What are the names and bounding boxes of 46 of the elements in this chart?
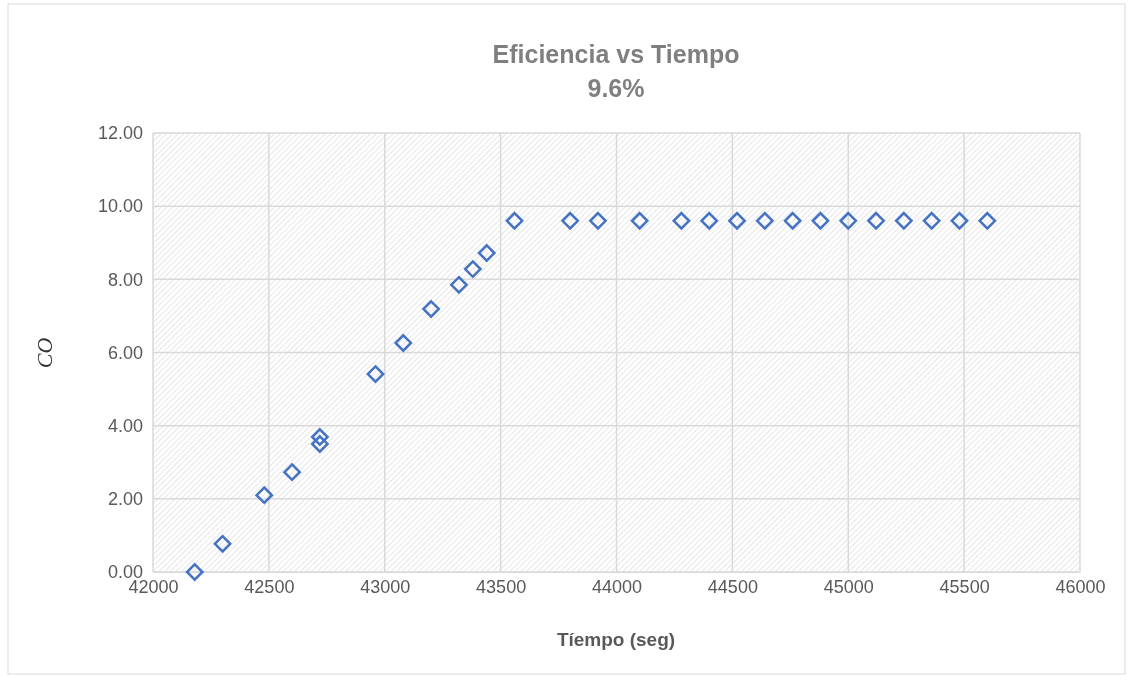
point — [589, 211, 607, 230]
point — [728, 211, 746, 230]
point — [839, 211, 858, 230]
point — [422, 300, 441, 318]
point — [950, 211, 969, 230]
y-axis-title: CO — [32, 337, 57, 369]
x-tick-label: 43500 — [476, 576, 527, 597]
point — [561, 211, 580, 230]
x-tick-label: 44000 — [591, 576, 643, 597]
x-tick-label: 45000 — [823, 576, 874, 597]
y-tick-label: 12.00 — [97, 123, 143, 144]
point — [811, 211, 830, 230]
point — [867, 211, 885, 230]
point — [700, 211, 719, 230]
y-tick-label: 8.00 — [107, 269, 143, 290]
y-tick-label: 4.00 — [107, 415, 143, 436]
point — [978, 211, 997, 230]
point — [755, 211, 774, 230]
point — [283, 463, 301, 482]
x-tick-label: 46000 — [1055, 576, 1106, 597]
point — [672, 211, 691, 230]
y-tick-label: 6.00 — [107, 342, 143, 363]
point — [449, 275, 468, 294]
point — [463, 260, 482, 279]
point — [505, 211, 524, 230]
point — [213, 534, 232, 553]
point — [366, 365, 385, 383]
point — [922, 211, 941, 230]
x-tick-label: 43000 — [360, 576, 411, 597]
chart-subtitle: 9.6% — [587, 74, 645, 102]
x-tick-label: 45500 — [939, 576, 990, 597]
y-tick-label: 10.00 — [97, 196, 143, 217]
x-axis-title: Tíempo (seg) — [556, 629, 676, 650]
point — [310, 435, 329, 453]
point — [394, 334, 413, 352]
point — [783, 211, 802, 230]
y-tick-label: 2.00 — [107, 489, 143, 510]
point — [310, 428, 329, 446]
x-tick-label: 44500 — [707, 576, 758, 597]
point — [894, 211, 913, 230]
point — [477, 244, 496, 262]
x-tick-label: 42500 — [244, 576, 295, 597]
point — [185, 563, 204, 581]
point — [630, 211, 649, 230]
chart-title: Eficiencia vs Tiempo — [492, 40, 740, 68]
point — [255, 486, 274, 505]
